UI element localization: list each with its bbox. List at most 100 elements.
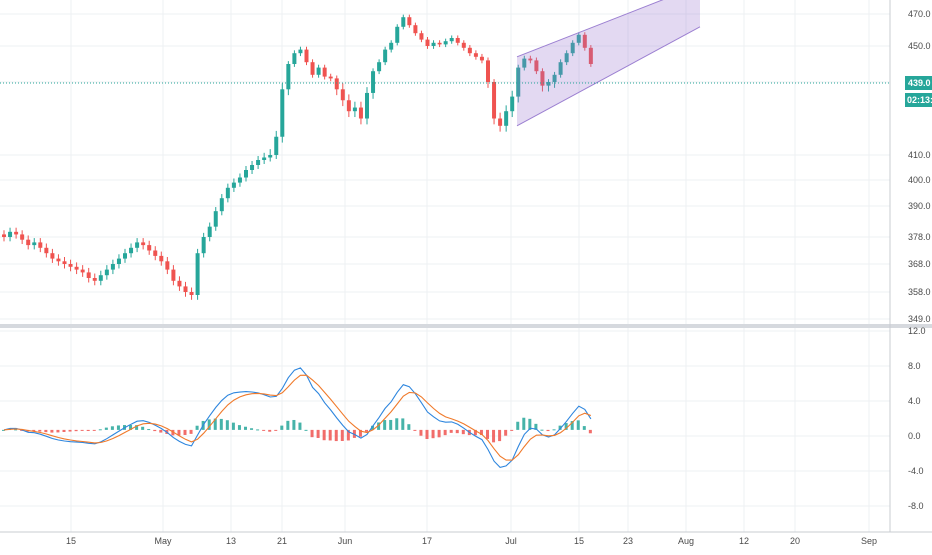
candle-body (564, 53, 569, 63)
histogram-bar (431, 429, 435, 439)
histogram-bar (171, 429, 175, 436)
candle-body (92, 278, 97, 281)
time-axis-tick-label: 12 (739, 536, 749, 546)
histogram-bar (371, 425, 375, 430)
macd-line (3, 367, 592, 469)
candle-body (32, 242, 37, 246)
price-axis-tick-label: 349.0 (908, 314, 931, 324)
candle-body (358, 107, 363, 119)
candle-body (244, 170, 248, 178)
candle-body (183, 286, 188, 292)
candle-body (213, 211, 218, 227)
candle-body (516, 67, 521, 97)
histogram-bar (437, 429, 441, 438)
candle-body (401, 17, 406, 27)
histogram-bar (104, 427, 108, 430)
candle-body (8, 231, 13, 237)
histogram-bar (250, 428, 254, 430)
histogram-bar (334, 429, 338, 442)
histogram-bar (2, 429, 5, 431)
candle-body (129, 247, 134, 254)
candle-body (304, 49, 309, 63)
candle-body (262, 157, 267, 160)
candle-body (80, 269, 85, 273)
indicator-axis-tick-label: 12.0 (908, 326, 926, 336)
candle-body (582, 34, 587, 48)
histogram-bar (486, 429, 489, 439)
candle-body (225, 187, 230, 199)
time-axis[interactable]: 15 May 13 21 Jun 17 Jul 15 23 Aug 12 20 Sep (66, 536, 877, 546)
histogram-bar (298, 422, 302, 430)
candle-body (147, 245, 152, 251)
candle-body (110, 264, 115, 270)
histogram-bar (98, 429, 102, 431)
histogram-bar (358, 429, 362, 437)
histogram-bar (129, 424, 133, 430)
candle-body (44, 247, 49, 254)
histogram-bar (310, 429, 314, 438)
histogram-bar (225, 420, 229, 430)
histogram-bar (92, 429, 96, 431)
time-axis-tick-label: May (154, 536, 172, 546)
histogram-bar (389, 419, 393, 430)
histogram-bar (528, 418, 532, 430)
candle-body (425, 39, 430, 46)
histogram-bar (237, 425, 241, 430)
candle-body (280, 89, 285, 137)
histogram-bar (256, 429, 260, 431)
indicator-axis-tick-label: -4.0 (908, 466, 924, 476)
indicator-axis-tick-label: 0.0 (908, 431, 921, 441)
candle-body (68, 264, 73, 267)
candle-body (171, 269, 176, 281)
candle-body (443, 41, 448, 45)
candle-body (201, 237, 206, 254)
histogram-bar (498, 429, 502, 442)
candle-body (231, 182, 236, 188)
histogram-bar (401, 418, 405, 430)
histogram-bar (274, 429, 278, 431)
indicator-axis[interactable]: 12.0 8.0 4.0 0.0 -4.0 -8.0 (908, 326, 926, 511)
histogram-bar (461, 429, 465, 435)
time-axis-tick-label: Sep (861, 536, 877, 546)
candle-body (365, 92, 369, 119)
candle-body (389, 42, 394, 50)
histogram-bar (570, 421, 574, 430)
price-axis-tick-label: 378.0 (908, 232, 931, 242)
candle-body (104, 269, 109, 276)
histogram-bar (244, 426, 247, 430)
time-axis-tick-label: Jun (338, 536, 353, 546)
parallel-channel-fill[interactable] (517, 0, 700, 126)
time-axis-tick-label: 17 (422, 536, 432, 546)
candle-body (346, 100, 351, 112)
histogram-bar (32, 429, 36, 432)
time-axis-tick-label: 21 (277, 536, 287, 546)
candle-body (292, 53, 297, 64)
histogram-bar (419, 429, 423, 436)
candle-body (322, 67, 327, 77)
candle-body (62, 261, 67, 264)
candle-body (522, 58, 527, 68)
channel-lower-line[interactable] (516, 26, 701, 127)
candle-body (437, 42, 442, 45)
channel-upper-line[interactable] (516, 0, 700, 58)
candle-body (504, 111, 509, 126)
indicator-axis-tick-label: 4.0 (908, 396, 921, 406)
price-axis-tick-label: 368.0 (908, 259, 931, 269)
histogram-bar (455, 429, 459, 434)
candle-body (86, 272, 91, 278)
candle-body (250, 165, 255, 170)
histogram-bar (268, 429, 272, 432)
candle-body (298, 49, 303, 54)
histogram-bar (213, 418, 217, 430)
candle-body (528, 58, 533, 61)
histogram-bar (56, 429, 60, 433)
histogram-bar (116, 425, 120, 430)
histogram-bar (492, 429, 496, 443)
candle-body (479, 56, 484, 61)
candle-body (116, 258, 121, 264)
pane-separator[interactable] (0, 324, 932, 328)
candle-body (328, 76, 333, 79)
candle-body (195, 253, 200, 295)
